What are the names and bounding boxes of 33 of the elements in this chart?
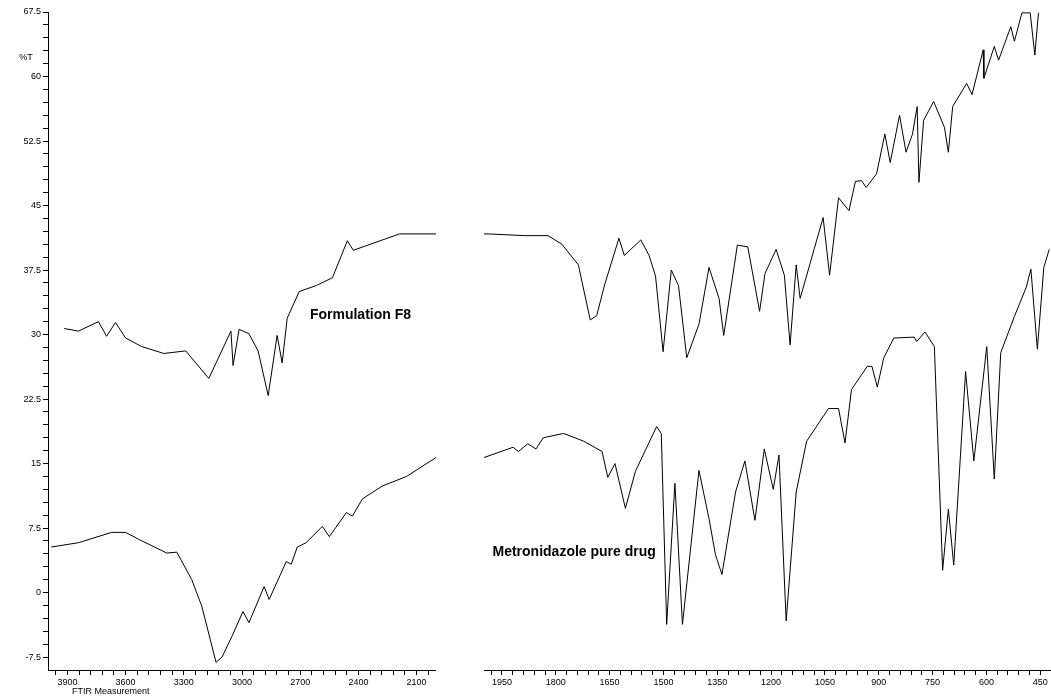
- y-tick-label: 15: [30, 458, 41, 469]
- x-tick-label: 900: [871, 676, 887, 687]
- x-tick-label: 1050: [814, 676, 835, 687]
- x-tick-label: 2400: [348, 676, 369, 687]
- x-tick-label: 1350: [707, 676, 728, 687]
- series-label: Formulation F8: [309, 305, 412, 322]
- y-tick-label: 67.5: [23, 6, 41, 17]
- x-tick-label: 600: [978, 676, 994, 687]
- y-tick-label: 60: [30, 70, 41, 81]
- x-tick-label: 3600: [115, 676, 136, 687]
- y-tick-label: 22.5: [23, 393, 41, 404]
- y-tick-label: 45: [30, 200, 41, 211]
- y-tick-label: -7.5: [25, 651, 41, 662]
- x-tick-label: 3900: [57, 676, 78, 687]
- x-tick-label: 2100: [406, 676, 427, 687]
- y-tick-label: 7.5: [28, 522, 41, 533]
- y-axis-title: %T: [19, 52, 34, 62]
- y-tick-label: 30: [30, 329, 41, 340]
- x-tick-label: 3000: [231, 676, 253, 687]
- x-tick-label: 1950: [491, 676, 512, 687]
- series-label: Metronidazole pure drug: [492, 543, 656, 560]
- x-tick-label: 1650: [599, 676, 620, 687]
- x-tick-label: 750: [925, 676, 941, 687]
- y-tick-label: 0: [35, 587, 41, 598]
- x-tick-label: 3300: [173, 676, 194, 687]
- x-tick-label: 2700: [290, 676, 311, 687]
- x-tick-label: 1800: [545, 676, 566, 687]
- x-tick-label: 1500: [653, 676, 674, 687]
- y-tick-label: 52.5: [23, 135, 41, 146]
- y-tick-label: 37.5: [23, 264, 41, 275]
- x-tick-label: 450: [1032, 676, 1048, 687]
- x-tick-label: 1200: [761, 676, 782, 687]
- text: FTIR Measurement: [72, 686, 151, 696]
